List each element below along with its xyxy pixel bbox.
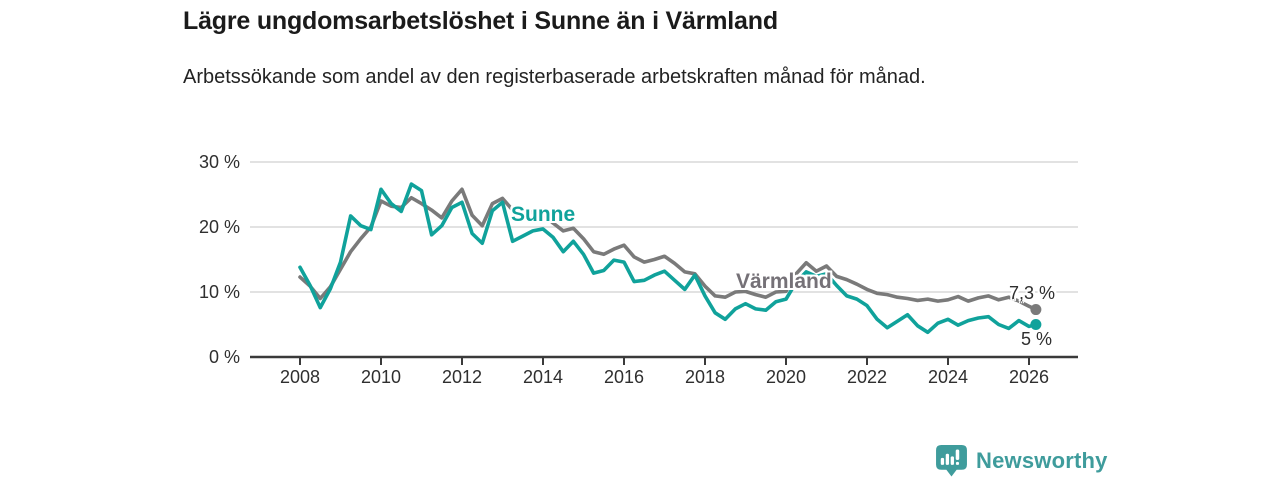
x-axis-tick-label: 2026	[1008, 367, 1050, 387]
y-axis-tick-label: 20 %	[198, 217, 240, 237]
series-label-varmland: Värmland	[736, 270, 832, 293]
x-axis-tick-label: 2024	[927, 367, 969, 387]
newsworthy-bubble-chart-icon	[936, 445, 967, 477]
x-axis-tick-label: 2020	[765, 367, 807, 387]
x-axis-tick-label: 2014	[522, 367, 564, 387]
x-axis-tick-label: 2016	[603, 367, 645, 387]
x-axis-tick-label: 2012	[441, 367, 483, 387]
y-axis-tick-label: 0 %	[208, 347, 240, 367]
newsworthy-logo: Newsworthy	[935, 444, 1108, 478]
end-value-label-sunne: 5 %	[1021, 329, 1053, 349]
chart-title: Lägre ungdomsarbetslöshet i Sunne än i V…	[183, 7, 778, 35]
x-axis-tick-label: 2022	[846, 367, 888, 387]
y-axis-tick-label: 10 %	[198, 282, 240, 302]
end-value-label-varmland: 7,3 %	[1009, 283, 1056, 303]
newsworthy-wordmark: Newsworthy	[976, 448, 1108, 473]
x-axis-tick-label: 2010	[360, 367, 402, 387]
x-axis-tick-label: 2008	[279, 367, 321, 387]
x-axis-tick-label: 2018	[684, 367, 726, 387]
chart-subtitle: Arbetssökande som andel av den registerb…	[183, 66, 926, 88]
y-axis-tick-label: 30 %	[198, 152, 240, 172]
series-label-sunne: Sunne	[511, 203, 576, 226]
